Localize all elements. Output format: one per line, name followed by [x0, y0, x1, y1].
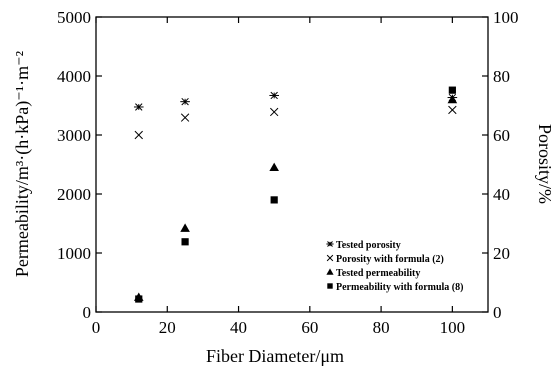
x-axis-label: Fiber Diameter/μm	[206, 346, 344, 366]
x-stroke	[448, 105, 457, 115]
y-tick-label: 4000	[57, 67, 91, 86]
x-tick-label: 0	[92, 318, 101, 337]
x-tick-label: 60	[301, 318, 318, 337]
data-point-asterisk	[269, 91, 279, 100]
y-tick-label: 1000	[57, 244, 91, 263]
data-point-square	[448, 86, 456, 94]
data-point-x	[180, 113, 190, 122]
x-tick-label: 40	[230, 318, 247, 337]
data-point-triangle	[269, 162, 279, 172]
data-point-triangle	[180, 223, 190, 232]
ticks-layer: 0 20 40 60 80 1000100020003000400050000204060…	[57, 8, 519, 337]
x-tick-label: 20	[159, 318, 176, 337]
data-point-square	[181, 238, 189, 246]
x-tick-label: 100	[440, 318, 466, 337]
y-tick-label: 0	[83, 303, 92, 322]
legend-label: Tested permeability	[336, 268, 420, 279]
y2-tick-label: 60	[493, 126, 510, 145]
x-stroke	[134, 130, 143, 140]
data-point-square	[135, 295, 143, 303]
y2-tick-label: 20	[493, 244, 510, 263]
legend-marker-triangle	[326, 268, 334, 275]
legend-marker-square	[327, 283, 333, 289]
legend-entry-tested-porosity: Tested porosity	[326, 240, 401, 251]
legend-entry-porosity-formula: Porosity with formula (2)	[326, 254, 444, 265]
y2-tick-label: 100	[493, 8, 519, 27]
legend: Tested porosity Porosity with formula (2…	[326, 240, 463, 293]
legend-marker-asterisk	[326, 241, 334, 247]
data-point-x	[448, 105, 457, 115]
legend-symbol-x	[326, 254, 334, 262]
y-axis-label: Permeability/m³·(h·kPa)⁻¹·m⁻²	[12, 51, 33, 277]
legend-label: Tested porosity	[336, 240, 401, 251]
x-stroke	[269, 107, 279, 117]
data-point-asterisk	[180, 97, 190, 106]
legend-symbol-asterisk	[326, 241, 334, 247]
data-point-square	[270, 196, 278, 204]
y-tick-label: 2000	[57, 185, 91, 204]
legend-entry-permeability-formula: Permeability with formula (8)	[327, 282, 463, 293]
legend-marker-x	[326, 254, 334, 262]
data-point-x	[269, 107, 279, 117]
data-point-asterisk	[133, 103, 144, 111]
y2-tick-label: 40	[493, 185, 510, 204]
plot-frame	[95, 16, 489, 313]
legend-symbol-triangle	[326, 268, 334, 275]
y2-tick-label: 0	[493, 303, 502, 322]
y-tick-label: 5000	[57, 8, 91, 27]
y2-axis-label: Porosity/%	[535, 124, 555, 204]
data-point-triangle	[447, 94, 458, 104]
x-stroke	[180, 113, 190, 122]
marks-layer	[133, 86, 458, 303]
x-tick-label: 80	[373, 318, 390, 337]
legend-symbol-square	[327, 283, 333, 289]
data-point-x	[134, 130, 143, 140]
x-stroke	[326, 254, 334, 262]
legend-label: Permeability with formula (8)	[336, 282, 463, 293]
y2-tick-label: 80	[493, 67, 510, 86]
legend-entry-tested-permeability: Tested permeability	[326, 268, 420, 279]
y-tick-label: 3000	[57, 126, 91, 145]
legend-label: Porosity with formula (2)	[336, 254, 444, 265]
